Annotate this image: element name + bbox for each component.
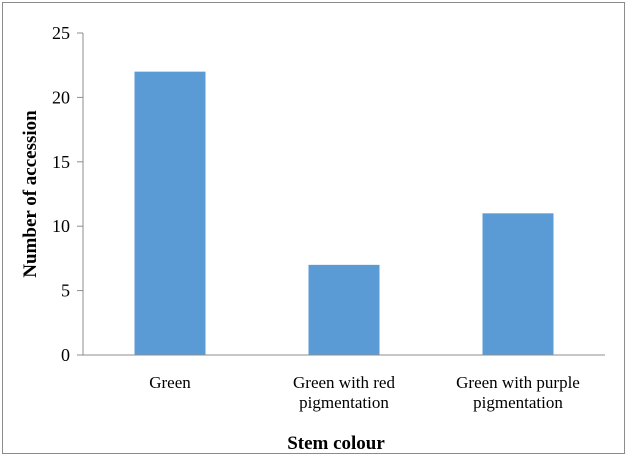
y-axis-ticks: 0 5 10 15 20 25 [52, 23, 83, 365]
x-category-label: Green [149, 373, 191, 392]
x-axis-labels: Green Green with red pigmentation Green wit… [149, 373, 580, 412]
y-tick-label: 0 [61, 345, 70, 365]
y-tick-label: 25 [52, 23, 70, 43]
y-tick-label: 5 [61, 281, 70, 301]
y-tick-label: 20 [52, 87, 70, 107]
y-axis-title: Number of accession [20, 110, 41, 278]
bar [134, 71, 206, 355]
x-category-label: Green with red pigmentation [293, 373, 395, 412]
y-tick-label: 10 [52, 216, 70, 236]
bar [482, 213, 554, 355]
bars [134, 71, 554, 355]
bar [308, 264, 380, 355]
y-tick-label: 15 [52, 152, 70, 172]
x-category-label: Green with purple pigmentation [456, 373, 580, 412]
x-axis-title: Stem colour [287, 433, 385, 454]
